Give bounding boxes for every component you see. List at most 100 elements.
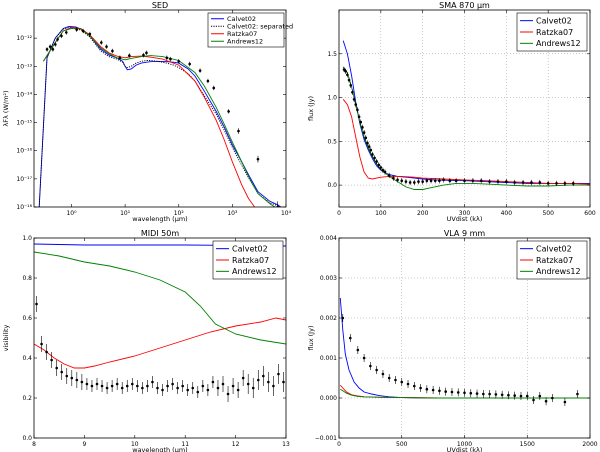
sma-plot-area: [342, 40, 590, 190]
vla-data-point: [400, 380, 404, 384]
sed-data-point: [128, 54, 131, 57]
midi-y-axis-label: visibility: [2, 324, 10, 351]
midi-data-point: [262, 374, 265, 378]
sma-data-point: [344, 69, 347, 73]
midi-title: MIDI 50m: [141, 229, 180, 238]
sma-data-point: [563, 182, 567, 185]
sma-data-point: [351, 91, 354, 94]
sma-data-point: [352, 98, 356, 101]
vla-data-point: [369, 364, 372, 368]
sma-y-tick-label: 0.5: [327, 138, 337, 145]
vla-data-point: [381, 372, 385, 376]
sma-series-line: [342, 40, 590, 184]
sed-axes-frame: [33, 9, 287, 208]
vla-data-point: [463, 391, 466, 395]
vla-data-point: [563, 400, 567, 404]
sed-series-line: [43, 26, 255, 207]
sma-data-point: [364, 136, 368, 140]
sed-legend-label: Andrews12: [227, 37, 263, 45]
midi-x-tick-label: 13: [282, 441, 290, 448]
sed-data-point: [88, 32, 92, 36]
midi-axes-frame: [33, 237, 287, 439]
vla-data-point: [444, 390, 447, 393]
sed-y-tick-label: 10⁻¹²: [16, 35, 32, 42]
vla-legend: Calvet02 Ratzka07 Andrews12: [516, 240, 588, 280]
sed-data-point: [118, 56, 122, 60]
midi-x-axis-label: wavelength (μm): [132, 446, 187, 452]
sed-data-point: [142, 53, 145, 57]
midi-y-tick-label: 1.0: [22, 235, 32, 242]
midi-data-point: [80, 380, 84, 384]
midi-legend-label: Calvet02: [232, 244, 268, 253]
vla-legend-label: Ratzka07: [536, 256, 573, 265]
sed-data-point: [100, 41, 103, 44]
midi-x-tick-label: 12: [232, 441, 240, 448]
sma-data-point: [387, 174, 391, 177]
midi-legend: Calvet02 Ratzka07 Andrews12: [212, 240, 284, 280]
midi-data-point: [120, 386, 124, 390]
midi-data-point: [231, 384, 235, 388]
vla-data-point: [419, 386, 422, 390]
sed-y-tick-label: 10⁻¹⁸: [16, 204, 32, 211]
vla-y-tick-label: 0.002: [320, 315, 337, 322]
midi-data-point: [277, 372, 280, 376]
midi-y-tick-label: 0.6: [22, 315, 32, 322]
sma-data-point: [396, 178, 399, 182]
midi-data-point: [151, 380, 154, 384]
sed-series-line: [38, 26, 282, 207]
sed-y-axis-label: λFλ (W/m²): [2, 90, 10, 126]
vla-y-axis-label: flux (Jy): [307, 326, 315, 351]
vla-data-point: [519, 394, 523, 398]
sma-x-tick-label: 300: [459, 210, 471, 217]
midi-data-point: [105, 386, 109, 390]
vla-data-point: [394, 378, 397, 382]
midi-data-point: [241, 376, 245, 380]
sed-data-point: [60, 34, 63, 38]
vla-x-tick-label: 2000: [582, 441, 597, 448]
vla-title: VLA 9 mm: [444, 229, 486, 238]
sed-title: SED: [152, 1, 168, 10]
sma-data-point: [408, 181, 412, 184]
midi-data-point: [236, 388, 240, 392]
sma-x-tick-label: 100: [375, 210, 387, 217]
sed-x-tick-label: 10⁰: [66, 210, 77, 217]
vla-x-axis-label: UVdist (kλ): [447, 446, 483, 452]
sma-y-tick-label: 0.0: [327, 182, 337, 189]
midi-data-point: [146, 384, 149, 388]
sma-data-point: [369, 148, 373, 152]
sma-x-axis-label: UVdist (kλ): [447, 215, 483, 223]
sma-data-point: [471, 179, 475, 183]
sma-data-point: [362, 131, 366, 134]
sed-data-point: [165, 56, 169, 60]
midi-data-point: [201, 384, 205, 388]
sma-data-point: [373, 156, 376, 160]
vla-data-point: [532, 398, 535, 402]
midi-data-point: [156, 386, 159, 390]
sed-data-point: [188, 62, 191, 66]
sed-legend-label: Calvet02: separated: [227, 22, 293, 30]
vla-data-point: [544, 399, 548, 403]
midi-data-point: [206, 388, 210, 392]
sma-series-line: [342, 99, 590, 185]
sed-data-point: [111, 49, 114, 53]
sma-title: SMA 870 μm: [439, 1, 490, 10]
vla-legend-label: Andrews12: [536, 267, 581, 276]
midi-chart: 8 9 10 11 12 13 0.0 0.2 0.4 0.6 0.8 1.0 MIDI 50m wave…: [2, 229, 290, 452]
sed-chart: 10⁰ 10¹ 10² 10³ 10⁴ 10⁻¹⁸ 10⁻¹⁷ 10⁻¹⁶ 10⁻¹⁵ 10⁻¹⁴…: [2, 1, 293, 223]
sma-data-point: [367, 145, 371, 148]
sma-data-point: [496, 180, 500, 183]
sed-x-tick-label: 10³: [227, 210, 238, 217]
sma-data-point: [361, 126, 364, 129]
vla-data-point: [475, 392, 479, 395]
sed-series-line: [38, 26, 281, 207]
sma-data-point: [513, 181, 516, 184]
sma-data-point: [381, 168, 385, 172]
midi-x-tick-label: 8: [32, 441, 36, 448]
midi-data-point: [100, 384, 104, 388]
vla-data-point: [525, 394, 529, 398]
sma-data-point: [463, 179, 466, 183]
vla-data-point: [538, 394, 542, 398]
midi-legend-label: Andrews12: [232, 267, 277, 276]
vla-data-point: [551, 396, 554, 400]
